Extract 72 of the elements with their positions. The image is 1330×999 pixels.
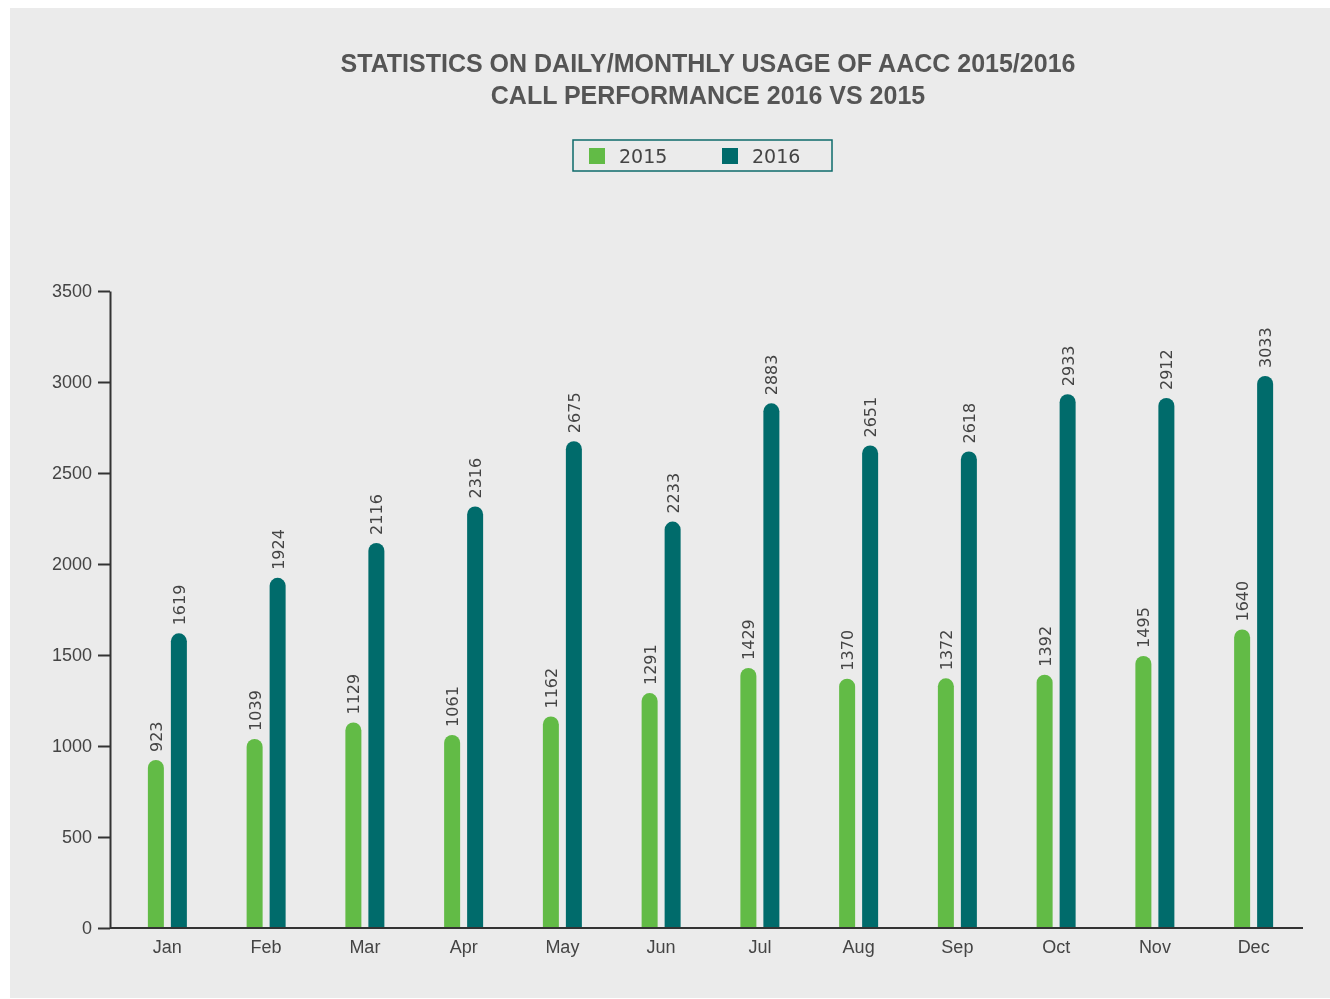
data-label: 2933: [1058, 345, 1078, 387]
chart-subtitle: CALL PERFORMANCE 2016 VS 2015: [490, 81, 926, 109]
bar: [170, 633, 187, 928]
bar: [763, 403, 780, 928]
legend-label: 2016: [752, 145, 801, 167]
bar: [862, 445, 879, 928]
y-tick-label: 1500: [51, 645, 92, 666]
data-label: 1370: [838, 629, 858, 671]
x-tick-label: Dec: [1237, 936, 1270, 957]
data-label: 1640: [1233, 580, 1253, 622]
bar: [147, 760, 164, 928]
data-label: 1061: [443, 686, 463, 727]
y-tick-label: 3000: [51, 372, 92, 393]
x-tick-label: Apr: [449, 936, 478, 957]
x-tick-label: Feb: [250, 936, 282, 957]
x-tick-label: Sep: [941, 936, 974, 957]
x-tick-label: Oct: [1042, 936, 1071, 957]
bar: [960, 451, 977, 928]
y-tick-label: 0: [81, 918, 92, 939]
data-label: 3033: [1256, 327, 1276, 368]
data-label: 1924: [268, 529, 288, 570]
x-tick-label: Jan: [152, 936, 182, 957]
data-label: 2618: [959, 402, 979, 444]
bar: [467, 506, 484, 928]
bar: [839, 678, 856, 928]
legend-label: 2015: [619, 145, 668, 167]
data-label: 2651: [861, 396, 881, 438]
x-tick-label: Aug: [842, 936, 875, 957]
data-label: 1392: [1035, 625, 1055, 667]
data-label: 1619: [169, 584, 189, 626]
data-label: 2883: [762, 354, 782, 396]
bar: [740, 667, 757, 928]
data-label: 1162: [541, 667, 561, 709]
data-label: 2316: [466, 457, 486, 499]
bar: [269, 577, 286, 928]
x-tick-label: Nov: [1138, 936, 1171, 957]
data-label: 1291: [640, 644, 660, 686]
chart-title: STATISTICS ON DAILY/MONTHLY USAGE OF AACC 2015/2016: [340, 49, 1076, 77]
bar: [1135, 655, 1152, 928]
data-label: 1495: [1134, 607, 1154, 648]
bar: [565, 441, 582, 928]
y-tick-label: 500: [61, 827, 92, 848]
x-tick-label: Mar: [349, 936, 381, 957]
x-tick-label: May: [545, 936, 580, 957]
data-label: 1372: [936, 629, 956, 671]
data-label: 1129: [344, 673, 364, 715]
data-label: 923: [146, 721, 166, 753]
bar: [1257, 376, 1274, 928]
bar: [664, 521, 681, 928]
y-tick-label: 3500: [51, 281, 92, 302]
bar: [1036, 674, 1053, 928]
y-tick-label: 2500: [51, 463, 92, 484]
bar: [1059, 394, 1076, 928]
bar: [641, 693, 658, 928]
data-label: 2912: [1157, 349, 1177, 391]
y-tick-label: 2000: [51, 554, 92, 575]
data-label: 2233: [663, 472, 683, 514]
x-tick-label: Jul: [748, 936, 772, 957]
bar: [345, 722, 362, 928]
y-tick-label: 1000: [51, 736, 92, 757]
bar: [1158, 398, 1175, 928]
data-label: 1039: [245, 690, 265, 731]
bar: [1234, 629, 1251, 928]
bar: [444, 734, 461, 928]
bar: [937, 678, 954, 928]
data-label: 1429: [739, 619, 759, 660]
bar: [542, 716, 559, 928]
x-tick-label: Jun: [646, 936, 676, 957]
bar: [368, 542, 385, 928]
data-label: 2116: [367, 494, 387, 535]
data-label: 2675: [564, 392, 584, 434]
bar: [246, 738, 263, 928]
